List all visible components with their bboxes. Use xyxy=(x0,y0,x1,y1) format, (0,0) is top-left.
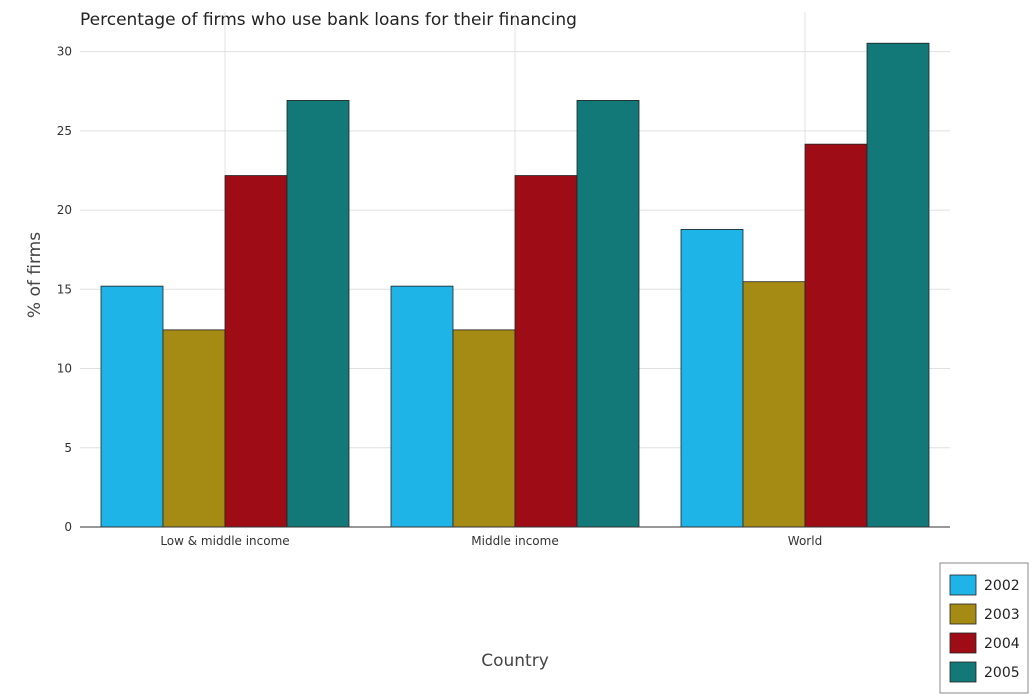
legend-label-2004: 2004 xyxy=(984,636,1020,652)
legend-swatch-2003 xyxy=(949,603,977,625)
bar-2004-1 xyxy=(514,175,578,528)
bars xyxy=(100,42,930,528)
y-axis-label: % of firms xyxy=(25,232,45,318)
legend-label-2003: 2003 xyxy=(984,607,1020,623)
bar-2003-1 xyxy=(452,329,516,528)
y-tick-label: 20 xyxy=(57,203,72,217)
bar-2005-2 xyxy=(866,42,930,528)
legend-swatch-2004 xyxy=(949,632,977,654)
legend-label-2002: 2002 xyxy=(984,578,1020,594)
bar-2003-0 xyxy=(162,329,226,528)
y-tick-label: 30 xyxy=(57,45,72,59)
y-tick-label: 10 xyxy=(57,362,72,376)
bar-2004-0 xyxy=(224,175,288,528)
x-tick-label: World xyxy=(788,534,822,548)
y-axis-ticks: 0 5 10 15 20 25 30 xyxy=(57,45,72,534)
bar-2005-1 xyxy=(576,100,640,528)
y-tick-label: 25 xyxy=(57,124,72,138)
bar-2004-2 xyxy=(804,143,868,528)
x-tick-label: Middle income xyxy=(471,534,558,548)
x-axis-ticks: Low & middle income Middle income World xyxy=(160,534,822,548)
y-tick-label: 15 xyxy=(57,282,72,296)
y-tick-label: 0 xyxy=(64,520,72,534)
y-tick-label: 5 xyxy=(64,441,72,455)
bar-2002-2 xyxy=(680,229,744,528)
legend-swatch-2002 xyxy=(949,574,977,596)
chart-title: Percentage of firms who use bank loans f… xyxy=(80,10,577,30)
bar-2005-0 xyxy=(286,100,350,528)
bar-2002-0 xyxy=(100,285,164,528)
bar-2002-1 xyxy=(390,285,454,528)
legend-swatch-2005 xyxy=(949,661,977,683)
x-axis-label: Country xyxy=(481,651,549,671)
legend-label-2005: 2005 xyxy=(984,665,1020,681)
legend: 2002 2003 2004 2005 xyxy=(939,562,1029,694)
x-tick-label: Low & middle income xyxy=(160,534,289,548)
bar-2003-2 xyxy=(742,281,806,528)
